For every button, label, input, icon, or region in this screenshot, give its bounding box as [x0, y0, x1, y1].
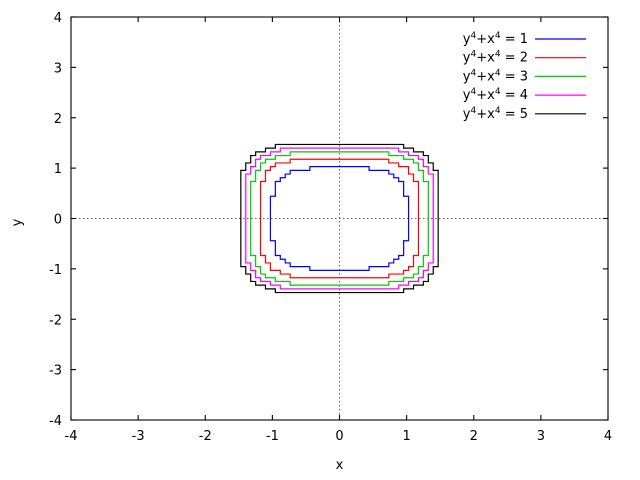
- tick-marks: [70, 16, 609, 421]
- legend-entry: y4+x4 = 2: [463, 50, 586, 66]
- x-tick-label: -3: [132, 429, 145, 444]
- x-tick-label: -4: [65, 429, 78, 444]
- y-tick-label: 0: [54, 213, 62, 228]
- contour-level-4: [245, 147, 434, 290]
- y-tick-label: 1: [54, 162, 62, 177]
- x-tick-labels: -4 -3 -2 -1 0 1 2 3 4: [65, 429, 613, 444]
- y-tick-label: -4: [49, 414, 62, 429]
- legend-label: y4+x4 = 2: [463, 50, 528, 66]
- x-axis-title: x: [336, 458, 344, 473]
- x-tick-label: 2: [470, 429, 478, 444]
- x-tick-label: 4: [604, 429, 612, 444]
- y-tick-label: -1: [49, 263, 62, 278]
- contour-level-2: [259, 158, 420, 279]
- legend-label: y4+x4 = 4: [463, 87, 528, 103]
- y-tick-label: 4: [54, 11, 62, 26]
- y-tick-label: -3: [49, 364, 62, 379]
- x-tick-label: 0: [335, 429, 343, 444]
- y-tick-label: -2: [49, 313, 62, 328]
- y-axis-title: y: [10, 218, 25, 226]
- legend-entry: y4+x4 = 5: [463, 106, 586, 122]
- legend-label: y4+x4 = 5: [463, 106, 528, 122]
- x-tick-label: -2: [199, 429, 212, 444]
- legend-label: y4+x4 = 1: [463, 31, 528, 47]
- x-tick-label: -1: [266, 429, 279, 444]
- x-tick-label: 3: [537, 429, 545, 444]
- legend-entry: y4+x4 = 4: [463, 87, 586, 103]
- y-tick-labels: 4 3 2 1 0 -1 -2 -3 -4: [49, 11, 62, 429]
- zero-reference-lines: [71, 17, 608, 420]
- contour-curves: [240, 143, 439, 294]
- contour-level-1: [269, 166, 410, 271]
- y-tick-label: 3: [54, 61, 62, 76]
- x-tick-label: 1: [402, 429, 410, 444]
- contour-level-3: [250, 151, 429, 286]
- y-tick-label: 2: [54, 112, 62, 127]
- plot-legend: y4+x4 = 1 y4+x4 = 2 y4+x4 = 3 y4+x4 = 4 y4+x…: [463, 31, 586, 122]
- legend-label: y4+x4 = 3: [463, 68, 528, 84]
- legend-entry: y4+x4 = 1: [463, 31, 586, 47]
- contour-level-5: [240, 143, 439, 294]
- legend-entry: y4+x4 = 3: [463, 68, 586, 84]
